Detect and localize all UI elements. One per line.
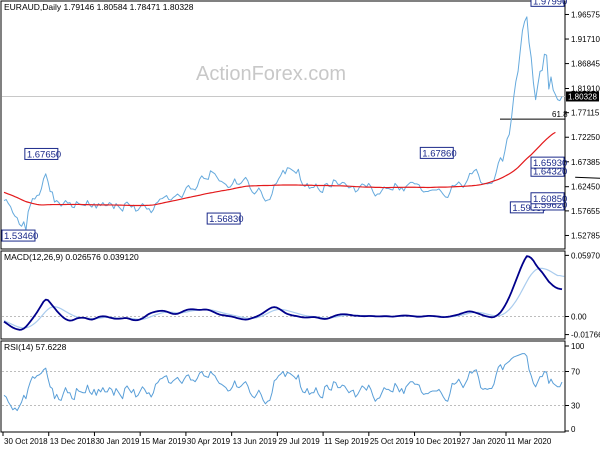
price-callout: 1.56830 (206, 212, 244, 225)
rsi-y-tick-label: 100 (571, 342, 585, 351)
price-callout: 1.67650 (24, 147, 61, 160)
price-callout-box (530, 0, 565, 7)
macd-panel-frame (0, 250, 566, 340)
price-callout-label: 1.53460 (4, 231, 38, 242)
x-tick-label: 13 Jun 2019 (233, 437, 278, 446)
price-callout-label: 1.56830 (209, 214, 243, 225)
last-price-badge (566, 91, 599, 102)
x-tick-label: 13 Dec 2018 (50, 437, 96, 446)
price-panel-frame (0, 0, 566, 250)
price-y-tick-label: 1.72250 (571, 133, 600, 142)
rsi-panel-title: RSI(14) 57.6228 (4, 342, 67, 352)
x-tick-label: 10 Dec 2019 (416, 437, 462, 446)
price-callout-box (24, 147, 59, 160)
price-callout-label: 1.97990 (533, 0, 567, 7)
price-callout-box (206, 212, 241, 225)
price-callout-box (530, 156, 565, 169)
price-y-axis: 1.96575 1.91710 1.86845 1.81910 1.77115 1.722… (565, 10, 600, 240)
rsi-panel-frame (0, 340, 566, 433)
price-y-tick-label: 1.52785 (571, 231, 600, 240)
price-callout-label: 1.59620 (533, 200, 567, 211)
macd-y-tick-label: -0.017661 (571, 331, 600, 340)
price-y-tick-label: 1.96575 (571, 10, 600, 19)
price-panel-title: EURAUD,Daily 1.79146 1.80584 1.78471 1.8… (4, 2, 194, 12)
x-tick-label: 30 Oct 2018 (4, 437, 48, 446)
x-tick-label: 15 Mar 2019 (141, 437, 186, 446)
macd-series-group (3, 255, 565, 331)
rsi-y-tick-label: 70 (571, 368, 580, 377)
x-tick-label: 29 Jul 2019 (278, 437, 320, 446)
price-callout-box (419, 146, 454, 159)
rsi-y-tick-label: 30 (571, 402, 580, 411)
price-series-group (3, 16, 563, 231)
price-callouts-group: 1.53460 1.67650 1.56830 1.67860 1.59050 1.643… (1, 0, 567, 242)
price-callout: 1.67860 (419, 146, 457, 159)
price-callout-label: 1.67860 (422, 148, 456, 159)
rsi-series-group (3, 353, 563, 412)
price-y-tick-label: 1.86845 (571, 60, 600, 69)
price-y-tick-label: 1.81910 (571, 84, 600, 93)
last-price-label: 1.80328 (568, 92, 597, 101)
price-y-tick-label: 1.91710 (571, 35, 600, 44)
x-tick-label: 27 Jan 2020 (461, 437, 506, 446)
price-y-tick-label: 1.57655 (571, 207, 600, 216)
price-callout: 1.65930 (530, 156, 567, 169)
price-callout-box (530, 192, 565, 205)
x-tick-label: 30 Apr 2019 (187, 437, 231, 446)
price-callout-label: 1.59050 (512, 203, 546, 214)
rsi-y-axis: 100 70 30 0 (565, 342, 585, 434)
rsi-panel: 100 70 30 0 RSI(14) 57.6228 (0, 340, 585, 434)
macd-y-axis: 0.059708 0.00 -0.017661 (565, 251, 600, 340)
price-callout-label: 1.60850 (533, 194, 567, 205)
last-price-marker: 1.80328 (566, 91, 599, 102)
price-callout: 1.97990 (530, 0, 567, 7)
price-y-tick-label: 1.67385 (571, 158, 600, 167)
price-y-tick-label: 1.77115 (571, 109, 600, 118)
fib-level-label: 61.8 (552, 110, 568, 119)
series-line-ma (3, 131, 556, 207)
rsi-y-tick-label: 0 (571, 425, 576, 434)
x-tick-label: 11 Mar 2020 (507, 437, 552, 446)
price-callout-label: 1.67650 (27, 149, 61, 160)
x-tick-label: 25 Oct 2019 (370, 437, 414, 446)
series-line-rsi (3, 353, 563, 412)
price-callout-box (1, 229, 36, 242)
price-callout: 1.53460 (1, 229, 38, 242)
macd-y-tick-label: 0.059708 (571, 251, 600, 260)
macd-panel-title: MACD(12,26,9) 0.026576 0.039120 (4, 252, 139, 262)
x-tick-label: 30 Jan 2019 (95, 437, 140, 446)
macd-y-tick-label: 0.00 (571, 313, 587, 322)
series-line-price (3, 16, 563, 231)
macd-panel: 0.059708 0.00 -0.017661 MACD(12,26,9) 0.02… (0, 250, 600, 340)
price-callout: 1.60850 (530, 192, 567, 205)
price-gridlines (2, 95, 565, 120)
price-y-tick-label: 1.62450 (571, 183, 600, 192)
x-tick-label: 11 Sep 2019 (324, 437, 369, 446)
series-line-macd (3, 255, 563, 331)
price-callout-label: 1.65930 (533, 158, 567, 169)
price-callout-label: 1.64320 (533, 166, 567, 177)
price-panel: ActionForex.com 1.96575 1.91710 1.86845 1.8… (0, 0, 600, 250)
watermark: ActionForex.com (196, 63, 346, 85)
x-axis: 30 Oct 2018 13 Dec 2018 30 Jan 2019 15 Mar … (2, 432, 552, 446)
